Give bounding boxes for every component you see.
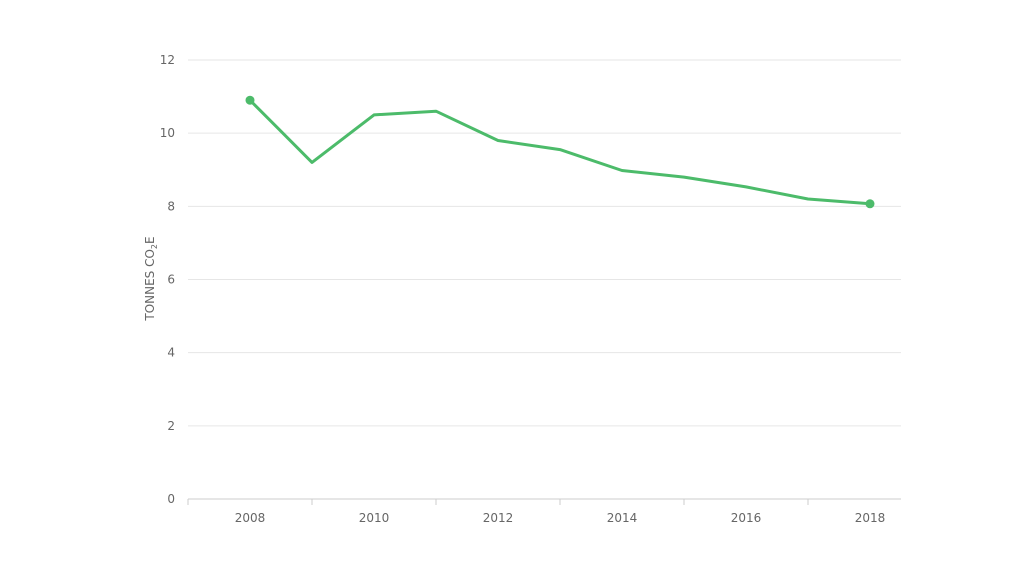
y-tick-label: 4	[167, 346, 175, 360]
y-axis-title-subscript: 2	[150, 244, 159, 249]
series-layer	[245, 95, 875, 209]
x-tick-label: 2012	[483, 511, 514, 525]
x-tick-label: 2014	[607, 511, 638, 525]
y-axis-title-main: TONNES CO	[143, 249, 157, 322]
y-tick-label: 12	[160, 53, 175, 67]
x-tick-label: 2018	[855, 511, 886, 525]
series-endpoint-marker	[865, 199, 875, 209]
y-axis-tick-labels: 0 2 4 6 8 10 12	[160, 53, 175, 506]
y-axis-title: TONNES CO2E	[143, 236, 159, 321]
series-endpoint-marker	[245, 95, 255, 105]
y-tick-label: 0	[167, 492, 175, 506]
y-tick-label: 6	[167, 273, 175, 287]
x-tick-label: 2010	[359, 511, 390, 525]
x-axis-tick-labels: 2008 2010 2012 2014 2016 2018	[235, 511, 886, 525]
grid-lines	[188, 59, 901, 427]
x-tick-label: 2016	[731, 511, 762, 525]
series-line	[248, 98, 872, 206]
y-tick-label: 10	[160, 126, 175, 140]
y-tick-label: 2	[167, 419, 175, 433]
y-tick-label: 8	[167, 199, 175, 213]
x-tick-label: 2008	[235, 511, 266, 525]
x-axis	[187, 498, 901, 505]
y-axis-title-suffix: E	[143, 236, 157, 244]
